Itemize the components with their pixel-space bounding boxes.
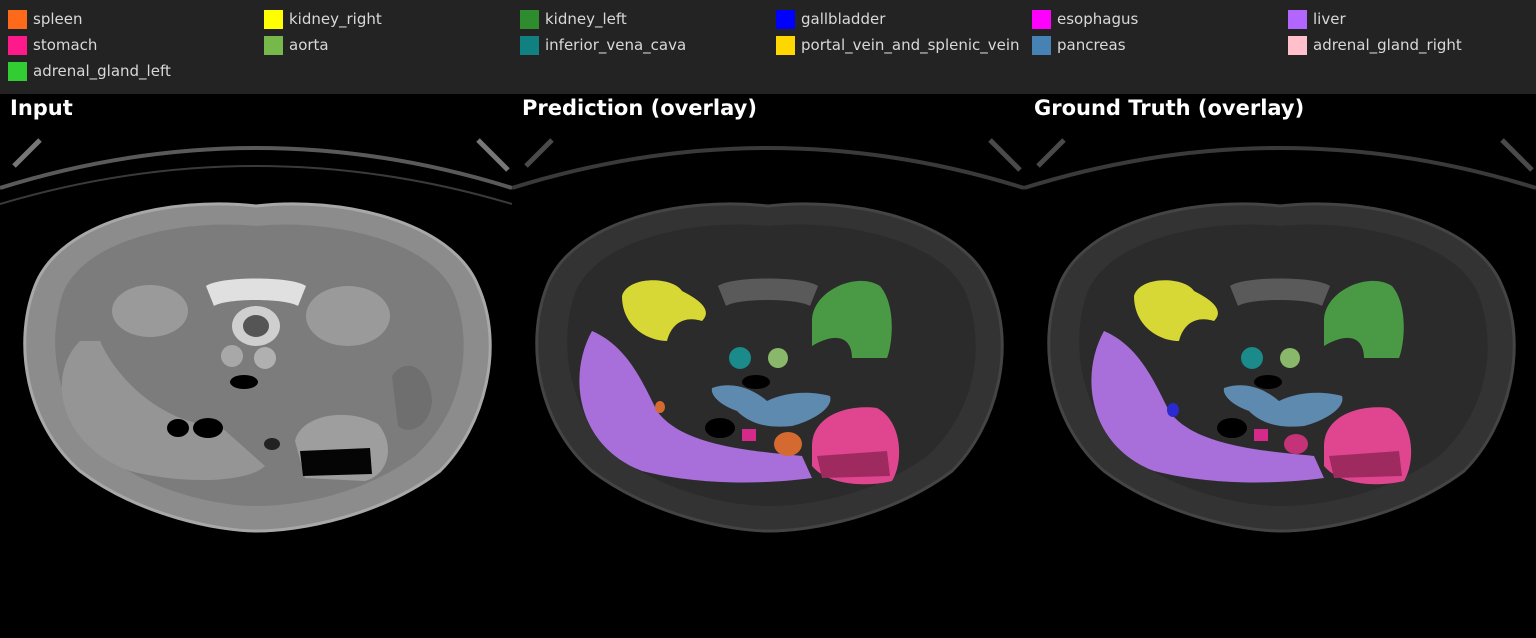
legend-label: kidney_right xyxy=(289,10,382,28)
legend-label: inferior_vena_cava xyxy=(545,36,687,54)
legend-item-inferior-vena-cava: inferior_vena_cava xyxy=(520,35,686,55)
ground-truth-panel-title: Ground Truth (overlay) xyxy=(1034,96,1305,120)
ground-truth-panel: Ground Truth (overlay) xyxy=(1024,94,1536,638)
legend-swatch xyxy=(264,35,283,55)
legend-swatch xyxy=(520,9,539,29)
legend-item-gallbladder: gallbladder xyxy=(776,9,885,29)
legend-item-adrenal-gland-left: adrenal_gland_left xyxy=(8,61,171,81)
legend-label: pancreas xyxy=(1057,36,1126,54)
legend-item-liver: liver xyxy=(1288,9,1346,29)
legend-swatch xyxy=(8,35,27,55)
legend-label: gallbladder xyxy=(801,10,886,28)
legend-label: kidney_left xyxy=(545,10,627,28)
prediction-panel: Prediction (overlay) xyxy=(512,94,1024,638)
prediction-overlay-slice xyxy=(512,138,1024,533)
legend-swatch xyxy=(1288,35,1307,55)
legend-item-adrenal-gland-right: adrenal_gland_right xyxy=(1288,35,1462,55)
input-ct-slice xyxy=(0,138,512,533)
prediction-panel-title: Prediction (overlay) xyxy=(522,96,757,120)
ground-truth-overlay-slice xyxy=(1024,138,1536,533)
legend-swatch xyxy=(8,61,27,81)
legend-swatch xyxy=(1032,35,1051,55)
prediction-segmentation xyxy=(579,280,900,485)
legend-item-stomach: stomach xyxy=(8,35,97,55)
legend-swatch xyxy=(776,9,795,29)
legend-label: esophagus xyxy=(1057,10,1139,28)
legend-swatch xyxy=(520,35,539,55)
legend-item-kidney-right: kidney_right xyxy=(264,9,382,29)
legend-label: adrenal_gland_right xyxy=(1313,36,1462,54)
legend-item-spleen: spleen xyxy=(8,9,82,29)
legend-label: portal_vein_and_splenic_vein xyxy=(801,36,1020,54)
legend-label: aorta xyxy=(289,36,329,54)
legend-item-portal-vein-and-splenic-vein: portal_vein_and_splenic_vein xyxy=(776,35,1020,55)
legend-label: stomach xyxy=(33,36,98,54)
legend-item-esophagus: esophagus xyxy=(1032,9,1138,29)
legend-swatch xyxy=(776,35,795,55)
ct-scan-body xyxy=(0,138,512,533)
legend-item-pancreas: pancreas xyxy=(1032,35,1126,55)
legend-swatch xyxy=(8,9,27,29)
legend-swatch xyxy=(1288,9,1307,29)
legend-label: adrenal_gland_left xyxy=(33,62,171,80)
ground-truth-segmentation xyxy=(1091,280,1412,485)
legend-label: spleen xyxy=(33,10,83,28)
legend-label: liver xyxy=(1313,10,1346,28)
legend-item-aorta: aorta xyxy=(264,35,329,55)
legend-item-kidney-left: kidney_left xyxy=(520,9,627,29)
input-panel-title: Input xyxy=(10,96,73,120)
input-panel: Input xyxy=(0,94,512,638)
legend: spleen kidney_right kidney_left gallbladder… xyxy=(0,0,1536,94)
legend-swatch xyxy=(1032,9,1051,29)
legend-swatch xyxy=(264,9,283,29)
